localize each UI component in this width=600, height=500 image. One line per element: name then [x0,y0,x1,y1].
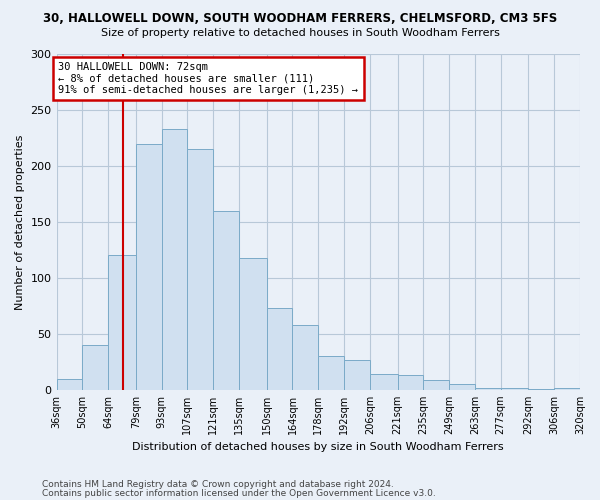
Bar [56,378,82,390]
Bar [398,376,424,390]
Bar [292,325,318,390]
Text: 30 HALLOWELL DOWN: 72sqm
← 8% of detached houses are smaller (111)
91% of semi-d: 30 HALLOWELL DOWN: 72sqm ← 8% of detache… [58,62,358,95]
Bar [370,374,398,390]
Bar [266,308,292,390]
Bar [161,129,187,390]
Bar [187,149,213,390]
Bar [554,388,580,390]
Text: 30, HALLOWELL DOWN, SOUTH WOODHAM FERRERS, CHELMSFORD, CM3 5FS: 30, HALLOWELL DOWN, SOUTH WOODHAM FERRER… [43,12,557,26]
Text: Contains HM Land Registry data © Crown copyright and database right 2024.: Contains HM Land Registry data © Crown c… [42,480,394,489]
X-axis label: Distribution of detached houses by size in South Woodham Ferrers: Distribution of detached houses by size … [133,442,504,452]
Bar [501,388,529,390]
Bar [449,384,475,390]
Bar [529,388,554,390]
Bar [344,360,370,390]
Bar [475,388,501,390]
Text: Size of property relative to detached houses in South Woodham Ferrers: Size of property relative to detached ho… [101,28,499,38]
Bar [239,258,266,390]
Bar [108,256,136,390]
Bar [318,356,344,390]
Bar [213,210,239,390]
Bar [136,144,161,390]
Bar [424,380,449,390]
Bar [82,345,108,390]
Y-axis label: Number of detached properties: Number of detached properties [15,134,25,310]
Text: Contains public sector information licensed under the Open Government Licence v3: Contains public sector information licen… [42,488,436,498]
